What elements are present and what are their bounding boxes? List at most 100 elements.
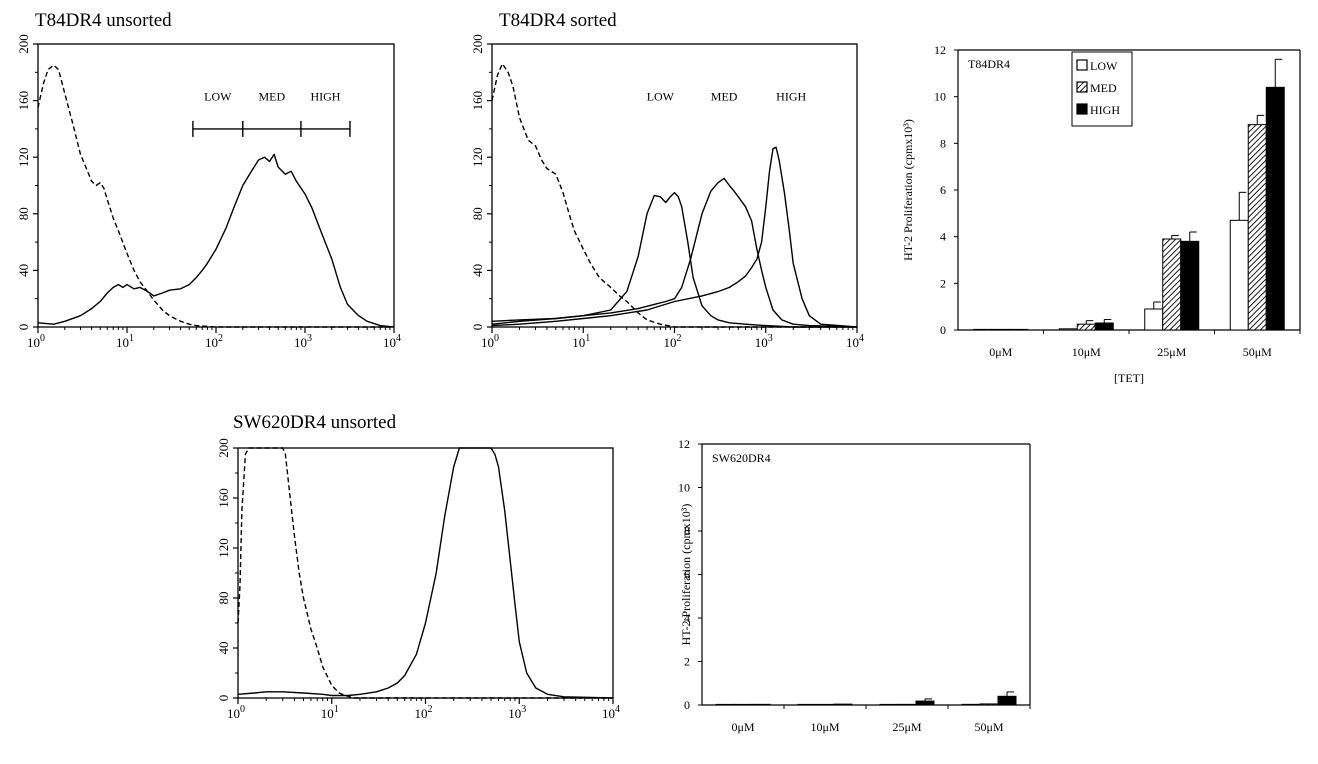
x-tick-label: 25μM	[892, 720, 921, 734]
y-tick-label: 6	[940, 183, 946, 197]
y-axis-label: HT-2 Proliferation (cpmx10³)	[679, 504, 693, 646]
y-tick-label: 0	[16, 324, 31, 331]
legend-swatch-low	[1076, 59, 1088, 71]
bar-series-1	[897, 703, 917, 706]
x-tick-label: 104	[383, 333, 401, 350]
y-tick-label: 2	[684, 655, 690, 669]
legend-swatch-med	[1076, 81, 1088, 93]
bar-high	[1094, 322, 1114, 331]
y-tick-label: 160	[16, 91, 31, 111]
x-tick-label: 100	[227, 704, 245, 721]
y-tick-label: 12	[678, 437, 690, 451]
chart-sw620dr4-unsorted: SW620DR4 unsorted 100 101 102 103 104 0 40 80 120…	[216, 412, 620, 721]
y-tick-label: 200	[470, 34, 485, 54]
x-axis-label: [TET]	[1114, 371, 1144, 385]
control-histogram-line	[491, 63, 857, 328]
x-tick-label: 101	[116, 333, 134, 350]
sample-histogram-line-2	[491, 177, 858, 328]
y-axis-label: HT-2 Proliferation (cpmx10³)	[901, 119, 915, 261]
y-tick-label: 0	[470, 324, 485, 331]
bar-series-0	[797, 703, 817, 706]
bar-high	[1009, 328, 1029, 331]
chart-title: T84DR4 unsorted	[35, 10, 172, 31]
bar-series-1	[733, 703, 753, 706]
sample-histogram-line-1	[491, 191, 857, 328]
bar-series-2	[833, 703, 853, 706]
legend-label-high: HIGH	[1090, 103, 1120, 117]
x-tick-label: 0μM	[989, 345, 1012, 359]
y-tick-label: 80	[216, 592, 231, 605]
x-tick-label: 103	[294, 333, 312, 350]
y-tick-label: 200	[216, 438, 231, 458]
x-tick-label: 101	[321, 704, 339, 721]
y-tick-label: 160	[216, 488, 231, 508]
panel-label: SW620DR4	[712, 451, 771, 465]
chart-title: SW620DR4 unsorted	[233, 412, 397, 433]
y-tick-label: 120	[470, 147, 485, 167]
bar-series-0	[715, 703, 735, 706]
bar-low	[1229, 219, 1249, 331]
bar-med	[1247, 124, 1267, 331]
y-tick-label: 0	[216, 695, 231, 702]
bar-series-0	[879, 703, 899, 706]
y-tick-label: 8	[940, 136, 946, 150]
chart-sw620dr4-proliferation: 0 2 4 6 8 10 12 HT-2 Proliferation (cpmx10³) SW6…	[678, 437, 1031, 734]
x-tick-label: 0μM	[731, 720, 754, 734]
y-tick-label: 8	[684, 524, 690, 538]
x-tick-label: 10μM	[1072, 345, 1101, 359]
sample-histogram-line-1	[37, 153, 395, 328]
y-tick-label: 4	[684, 611, 690, 625]
y-tick-label: 40	[470, 264, 485, 277]
y-tick-label: 10	[678, 481, 690, 495]
y-tick-label: 0	[684, 698, 690, 712]
x-tick-label: 50μM	[974, 720, 1003, 734]
y-tick-label: 6	[684, 568, 690, 582]
bar-med	[1076, 323, 1096, 331]
x-tick-label: 100	[481, 333, 499, 350]
bar-med	[1162, 238, 1182, 331]
sample-histogram-line-3	[491, 146, 858, 328]
x-tick-label: 102	[205, 333, 223, 350]
gate-label-high: HIGH	[310, 90, 340, 104]
y-tick-label: 160	[470, 91, 485, 111]
y-tick-label: 40	[216, 642, 231, 655]
bar-series-0	[961, 703, 981, 706]
plot-frame	[237, 447, 614, 699]
legend-swatch-high	[1076, 103, 1088, 115]
gate-label-low: LOW	[647, 90, 675, 104]
x-tick-label: 103	[755, 333, 773, 350]
bar-low	[1144, 308, 1164, 331]
y-tick-label: 120	[16, 147, 31, 167]
chart-title: T84DR4 sorted	[499, 10, 617, 31]
y-tick-label: 0	[940, 323, 946, 337]
y-tick-label: 4	[940, 230, 946, 244]
x-tick-label: 101	[572, 333, 590, 350]
chart-t84dr4-unsorted: T84DR4 unsorted 100 101 102 103 104 0 40 80 120 16…	[16, 10, 401, 350]
plot-frame	[491, 43, 858, 328]
legend-label-med: MED	[1090, 81, 1117, 95]
bar-series-2	[915, 700, 935, 706]
y-tick-label: 12	[934, 43, 946, 57]
x-tick-label: 104	[602, 704, 620, 721]
x-tick-label: 25μM	[1157, 345, 1186, 359]
x-tick-label: 50μM	[1243, 345, 1272, 359]
gate-label-med: MED	[259, 90, 286, 104]
bar-series-2	[751, 703, 771, 706]
legend: LOW MED HIGH	[1071, 51, 1133, 127]
bar-series-1	[815, 703, 835, 706]
panel-label: T84DR4	[968, 57, 1010, 71]
bar-low	[973, 328, 993, 331]
x-tick-label: 100	[27, 333, 45, 350]
x-tick-label: 102	[415, 704, 433, 721]
bar-high	[1265, 86, 1285, 331]
bar-series-2	[997, 695, 1017, 706]
x-tick-label: 102	[664, 333, 682, 350]
gate-label-high: HIGH	[776, 90, 806, 104]
bar-med	[991, 328, 1011, 331]
chart-t84dr4-proliferation: 0 2 4 6 8 10 12 HT-2 Proliferation (cpmx10³) T84…	[901, 43, 1301, 385]
gate-label-low: LOW	[204, 90, 232, 104]
control-histogram-line	[237, 447, 613, 699]
sample-histogram-line-1	[237, 447, 614, 699]
y-tick-label: 80	[470, 207, 485, 220]
